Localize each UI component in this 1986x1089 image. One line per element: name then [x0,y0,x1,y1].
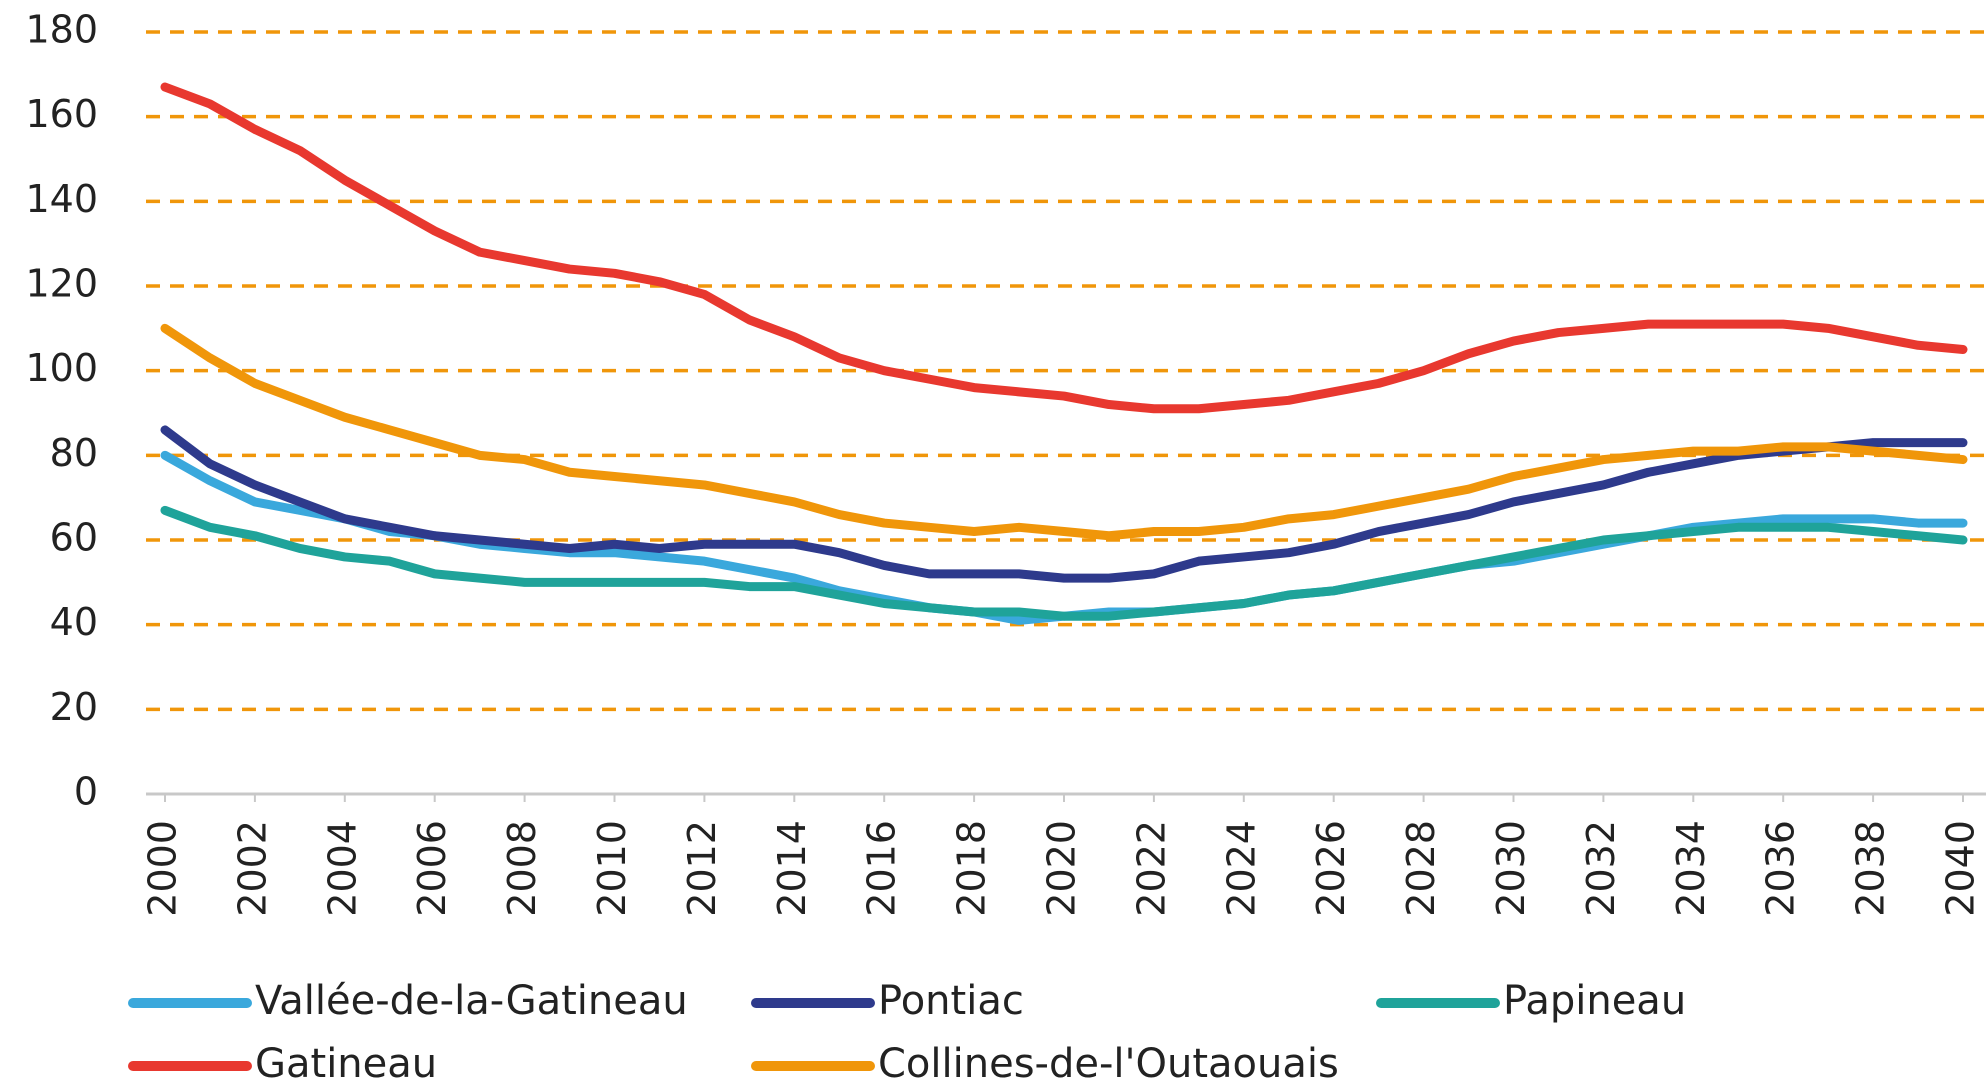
legend-label: Pontiac [878,978,1024,1024]
legend-label: Gatineau [255,1041,437,1087]
legend-label: Papineau [1503,978,1686,1024]
x-tick-label: 2028 [1399,820,1443,917]
x-tick-label: 2012 [680,820,724,917]
y-tick-label: 140 [25,177,98,221]
y-tick-label: 80 [50,431,98,475]
x-tick-label: 2024 [1219,820,1263,917]
x-tick-label: 2022 [1129,820,1173,917]
x-tick-label: 2032 [1579,820,1623,917]
legend-label: Vallée-de-la-Gatineau [255,978,688,1024]
y-tick-label: 160 [25,92,98,136]
x-tick-label: 2036 [1759,820,1803,917]
x-tick-label: 2026 [1309,820,1353,917]
x-tick-label: 2034 [1669,820,1713,917]
series-line [160,505,1968,621]
x-tick-label: 2004 [320,820,364,917]
x-tick-label: 2008 [500,820,544,917]
y-tick-label: 180 [25,8,98,52]
y-tick-label: 20 [50,685,98,729]
x-tick-label: 2000 [141,820,185,917]
series-line [160,425,1968,583]
series-line [160,82,1968,414]
x-tick-label: 2040 [1939,820,1983,917]
y-tick-label: 100 [25,346,98,390]
y-tick-label: 40 [50,600,98,644]
x-tick-label: 2030 [1489,820,1533,917]
x-tick-label: 2016 [860,820,904,917]
x-tick-label: 2038 [1849,820,1893,917]
x-tick-label: 2014 [770,820,814,917]
y-tick-label: 60 [50,516,98,560]
legend-label: Collines-de-l'Outaouais [878,1041,1339,1087]
x-tick-label: 2010 [590,820,634,917]
y-tick-label: 120 [25,262,98,306]
x-tick-label: 2002 [230,820,274,917]
y-tick-label: 0 [74,770,98,814]
x-tick-label: 2006 [410,820,454,917]
x-tick-label: 2020 [1040,820,1084,917]
x-tick-label: 2018 [950,820,994,917]
series-line [160,323,1968,541]
